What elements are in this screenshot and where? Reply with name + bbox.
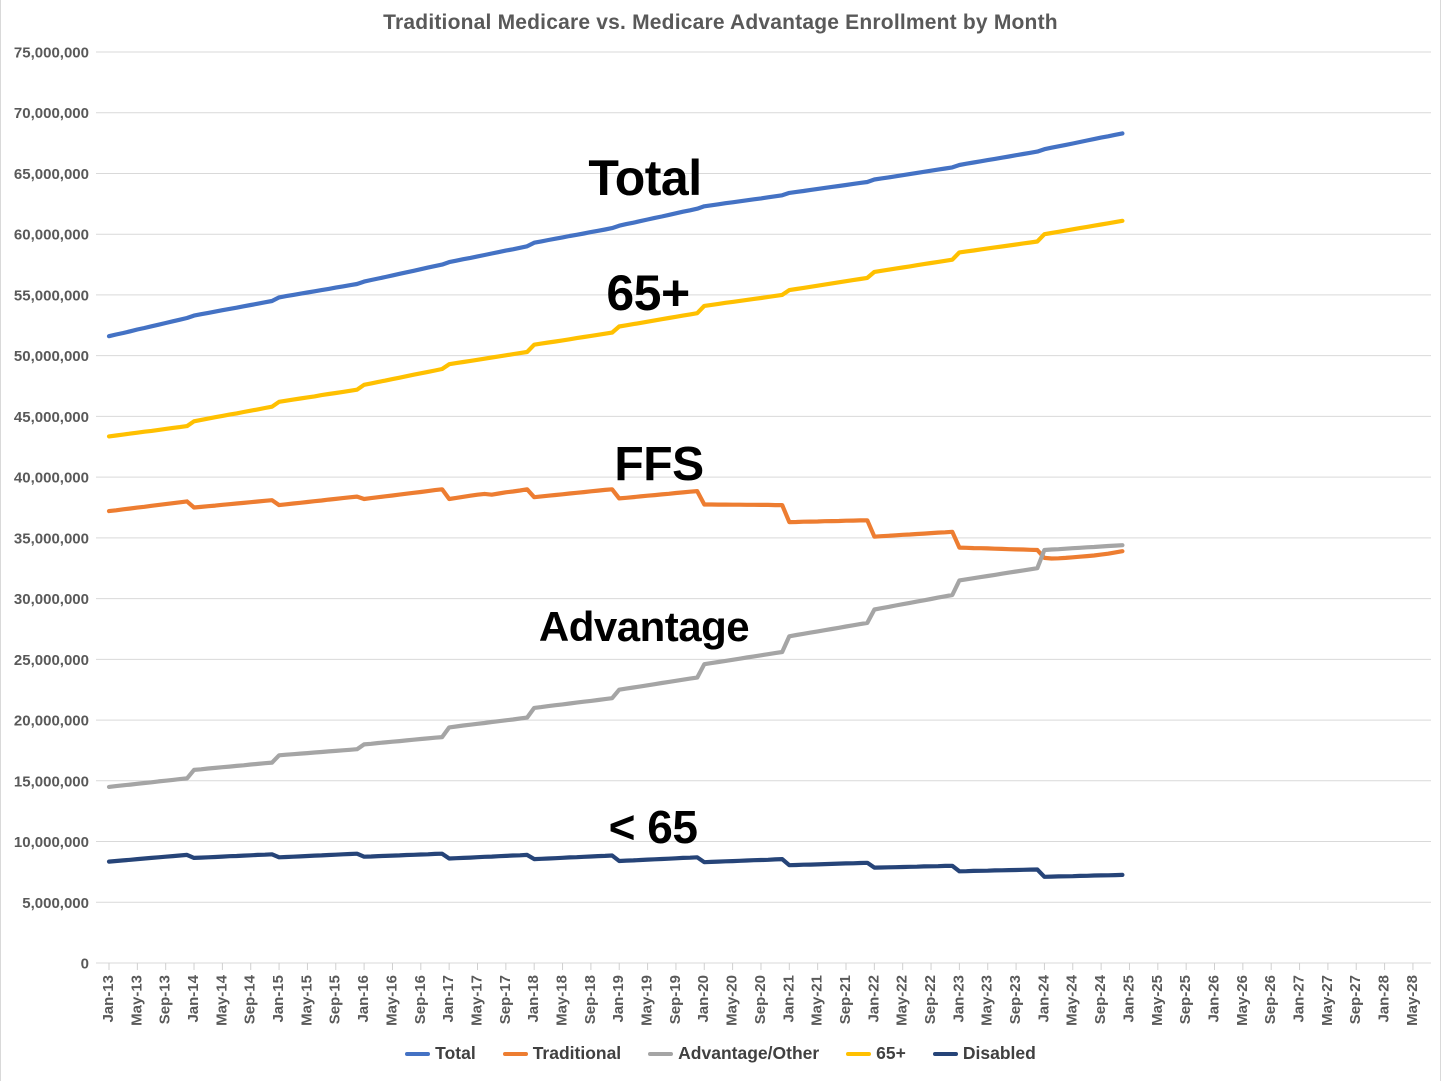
chart-title: Traditional Medicare vs. Medicare Advant…: [383, 11, 1058, 34]
x-axis-tick-label: Sep-25: [1177, 975, 1194, 1024]
x-axis-tick-label: Jan-17: [440, 975, 457, 1023]
x-axis-tick-label: May-16: [383, 975, 400, 1026]
y-axis-tick-label: 0: [81, 956, 89, 973]
x-axis-tick-label: Sep-19: [667, 975, 684, 1024]
x-axis-tick-label: Sep-22: [922, 975, 939, 1024]
x-axis-tick-label: Sep-26: [1262, 975, 1279, 1024]
y-axis-tick-label: 30,000,000: [14, 591, 89, 608]
series-line-traditional: [106, 487, 1125, 561]
x-axis-tick-label: Sep-20: [752, 975, 769, 1024]
x-axis-tick-label: May-15: [298, 975, 315, 1026]
legend-label: Total: [435, 1043, 476, 1063]
x-axis-tick-label: May-17: [468, 975, 485, 1026]
x-axis-tick-label: Jan-13: [100, 975, 117, 1023]
x-axis-tick-label: Sep-16: [412, 975, 429, 1024]
y-axis-tick-label: 65,000,000: [14, 166, 89, 183]
x-axis-tick-label: Jan-18: [525, 975, 542, 1023]
legend-line-swatch: [648, 1051, 674, 1056]
series-annotation-label: Total: [588, 150, 701, 206]
x-axis-tick-label: Jan-21: [780, 975, 797, 1023]
x-axis-tick-label: May-19: [639, 975, 656, 1026]
y-axis-tick-label: 15,000,000: [14, 773, 89, 790]
x-axis-tick-label: Jan-27: [1291, 975, 1308, 1023]
legend-line-swatch: [846, 1051, 872, 1056]
x-axis-tick-label: Sep-23: [1007, 975, 1024, 1024]
y-axis-tick-label: 40,000,000: [14, 470, 89, 487]
legend-line-swatch: [405, 1051, 431, 1056]
x-axis-tick-label: Sep-14: [242, 974, 259, 1024]
series-annotation-label: < 65: [609, 801, 698, 853]
legend-item-65-: 65+: [846, 1043, 906, 1064]
series-annotation-label: 65+: [606, 265, 689, 321]
legend-item-total: Total: [405, 1043, 476, 1064]
series-line-65-: [106, 218, 1125, 439]
x-axis-tick-label: Jan-16: [355, 975, 372, 1023]
y-axis-tick-label: 70,000,000: [14, 105, 89, 122]
y-axis-tick-label: 60,000,000: [14, 227, 89, 244]
series-annotation-label: FFS: [614, 438, 703, 491]
x-axis-tick-label: Sep-24: [1092, 974, 1109, 1024]
legend-item-advantage-other: Advantage/Other: [648, 1043, 819, 1064]
x-axis-tick-label: May-25: [1149, 975, 1166, 1026]
legend-label: Traditional: [532, 1043, 622, 1063]
legend-label: Disabled: [962, 1043, 1036, 1063]
legend-line-swatch: [932, 1051, 958, 1056]
y-axis-tick-label: 45,000,000: [14, 409, 89, 426]
x-axis-tick-label: Jan-19: [610, 975, 627, 1023]
x-axis-tick-label: May-22: [894, 975, 911, 1026]
x-axis-tick-label: Sep-18: [582, 975, 599, 1024]
y-axis-tick-label: 20,000,000: [14, 713, 89, 730]
x-axis-tick-label: Jan-20: [695, 975, 712, 1023]
legend-label: Advantage/Other: [678, 1043, 820, 1063]
x-axis-tick-label: Sep-15: [327, 975, 344, 1024]
y-axis-tick-label: 10,000,000: [14, 834, 89, 851]
x-axis-tick-label: May-20: [724, 975, 741, 1026]
x-axis-tick-label: Jan-15: [270, 975, 287, 1023]
x-axis-tick-label: Jan-24: [1035, 974, 1052, 1022]
x-axis-tick-label: May-24: [1064, 974, 1081, 1026]
x-axis-tick-label: May-18: [554, 975, 571, 1026]
y-axis-tick-label: 75,000,000: [14, 44, 89, 61]
x-axis-tick-label: May-23: [979, 975, 996, 1026]
series-line-disabled: [106, 851, 1125, 879]
series-annotation-label: Advantage: [539, 603, 749, 650]
series-line-total: [106, 131, 1125, 339]
x-axis-tick-label: May-21: [809, 975, 826, 1026]
x-axis-tick-label: Sep-27: [1347, 975, 1364, 1024]
x-axis-tick-label: May-13: [128, 975, 145, 1026]
x-axis-tick-label: Jan-22: [865, 975, 882, 1023]
legend-label: 65+: [876, 1043, 906, 1063]
y-axis-tick-label: 55,000,000: [14, 287, 89, 304]
legend: Total Traditional Advantage/Other 65+ Disabl…: [1, 1043, 1440, 1064]
y-axis-tick-label: 35,000,000: [14, 530, 89, 547]
x-axis-tick-label: Jan-26: [1205, 975, 1222, 1023]
series-line-advantage-other: [106, 543, 1125, 789]
x-axis-tick-label: May-26: [1234, 975, 1251, 1026]
y-axis-tick-label: 5,000,000: [22, 895, 89, 912]
x-axis-tick-label: Jan-25: [1120, 975, 1137, 1023]
x-axis-tick-label: Jan-14: [185, 974, 202, 1022]
x-axis-tick-label: May-27: [1319, 975, 1336, 1026]
legend-item-disabled: Disabled: [932, 1043, 1036, 1064]
x-axis-tick-label: Sep-17: [497, 975, 514, 1024]
y-axis-tick-label: 50,000,000: [14, 348, 89, 365]
x-axis-tick-label: Sep-21: [837, 975, 854, 1024]
x-axis-tick-label: Jan-28: [1376, 975, 1393, 1023]
legend-line-swatch: [502, 1051, 528, 1056]
x-axis-tick-label: May-14: [213, 974, 230, 1026]
y-axis-tick-label: 25,000,000: [14, 652, 89, 669]
legend-item-traditional: Traditional: [502, 1043, 622, 1064]
x-axis-tick-label: Sep-13: [157, 975, 174, 1024]
x-axis-tick-label: May-28: [1404, 975, 1421, 1026]
x-axis-tick-label: Jan-23: [950, 975, 967, 1023]
